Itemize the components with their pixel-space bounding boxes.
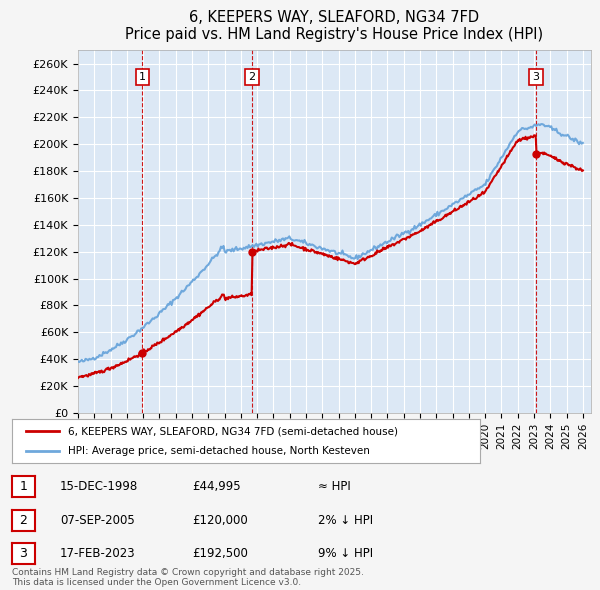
Text: 1: 1 [139, 72, 146, 82]
Text: 6, KEEPERS WAY, SLEAFORD, NG34 7FD (semi-detached house): 6, KEEPERS WAY, SLEAFORD, NG34 7FD (semi… [68, 427, 398, 436]
Text: ≈ HPI: ≈ HPI [318, 480, 351, 493]
Text: 9% ↓ HPI: 9% ↓ HPI [318, 547, 373, 560]
Text: 17-FEB-2023: 17-FEB-2023 [60, 547, 136, 560]
Text: 15-DEC-1998: 15-DEC-1998 [60, 480, 138, 493]
Text: Contains HM Land Registry data © Crown copyright and database right 2025.
This d: Contains HM Land Registry data © Crown c… [12, 568, 364, 587]
Text: 3: 3 [19, 547, 28, 560]
Text: 1: 1 [19, 480, 28, 493]
Text: 2: 2 [19, 514, 28, 527]
Text: £44,995: £44,995 [192, 480, 241, 493]
Text: HPI: Average price, semi-detached house, North Kesteven: HPI: Average price, semi-detached house,… [68, 446, 370, 455]
Text: £192,500: £192,500 [192, 547, 248, 560]
Text: 2: 2 [248, 72, 256, 82]
Text: £120,000: £120,000 [192, 514, 248, 527]
Title: 6, KEEPERS WAY, SLEAFORD, NG34 7FD
Price paid vs. HM Land Registry's House Price: 6, KEEPERS WAY, SLEAFORD, NG34 7FD Price… [125, 9, 544, 42]
Text: 3: 3 [532, 72, 539, 82]
Text: 2% ↓ HPI: 2% ↓ HPI [318, 514, 373, 527]
Text: 07-SEP-2005: 07-SEP-2005 [60, 514, 135, 527]
